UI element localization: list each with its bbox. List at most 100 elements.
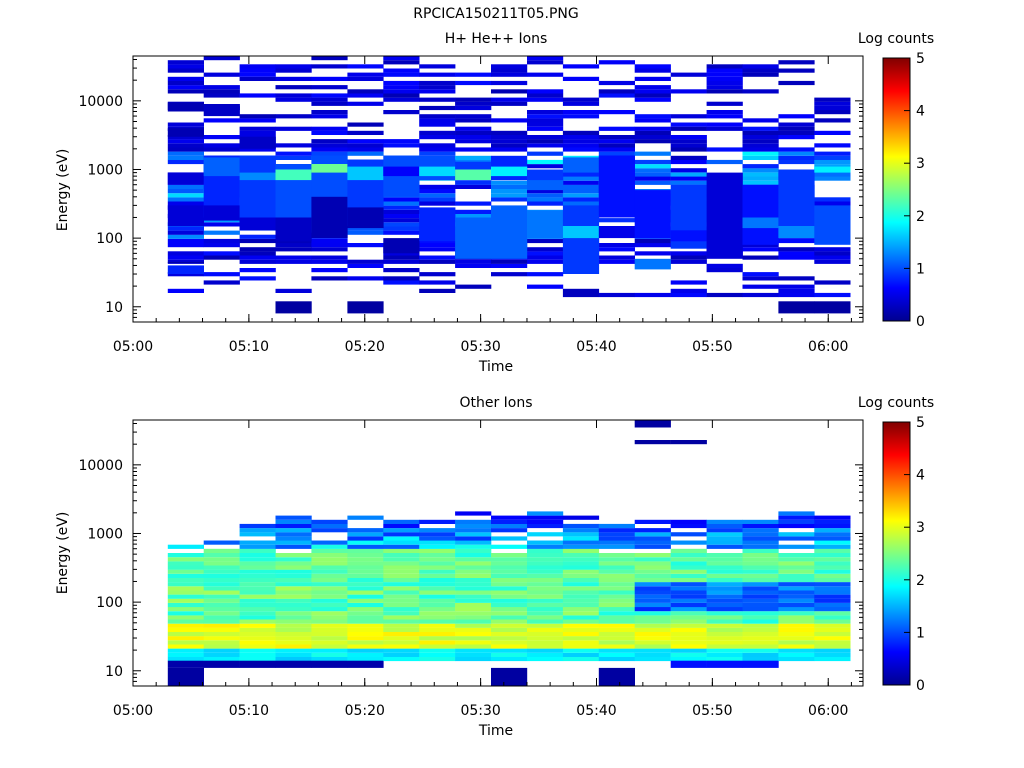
heatmap-cell <box>383 648 420 653</box>
heatmap-cell <box>527 607 564 612</box>
heatmap-cell <box>562 76 600 81</box>
panel-title: H+ He++ Ions <box>445 31 548 47</box>
heatmap-cell <box>239 238 276 244</box>
heatmap-cell <box>670 553 707 558</box>
heatmap-cell <box>491 139 528 144</box>
heatmap-cell <box>527 515 564 520</box>
y-tick-label: 1000 <box>87 162 123 178</box>
panel-h-he-ions: H+ He++ Ions Log counts Time Energy (eV)… <box>55 31 934 375</box>
heatmap-cell <box>634 251 671 256</box>
heatmap-cell <box>706 573 743 578</box>
heatmap-cell <box>203 548 240 553</box>
heatmap-cell <box>383 60 420 65</box>
heatmap-cell <box>455 548 492 553</box>
heatmap-cell <box>598 648 635 653</box>
heatmap-cell <box>814 611 851 616</box>
heatmap-cell <box>419 557 456 562</box>
heatmap-cell <box>491 515 528 520</box>
heatmap-cell <box>634 114 671 119</box>
heatmap-cell <box>167 193 204 198</box>
heatmap-cell <box>275 247 312 252</box>
heatmap-cell <box>742 644 779 649</box>
heatmap-cell <box>455 648 492 653</box>
heatmap-cell <box>311 85 348 90</box>
heatmap-cell <box>347 619 384 624</box>
heatmap-cell <box>203 230 240 235</box>
heatmap-cell <box>419 255 456 260</box>
heatmap-cell <box>455 101 492 106</box>
colorbar-label: Log counts <box>858 31 934 47</box>
heatmap-cell <box>347 632 384 637</box>
heatmap-cell <box>598 218 635 223</box>
heatmap-cell <box>706 627 743 632</box>
heatmap-cell <box>562 197 600 202</box>
heatmap-cell <box>562 582 600 587</box>
heatmap-cell <box>634 64 671 69</box>
heatmap-cell-feature <box>203 205 240 221</box>
heatmap-cell <box>383 548 420 553</box>
heatmap-cell <box>491 627 528 632</box>
heatmap-cell-feature <box>239 136 276 149</box>
heatmap-cell <box>778 276 815 281</box>
heatmap-cell <box>562 101 600 106</box>
heatmap-cell-feature <box>670 440 707 445</box>
heatmap-cell <box>814 540 851 545</box>
heatmap-cell <box>491 197 528 202</box>
heatmap-cell <box>419 607 456 612</box>
heatmap-cell <box>311 243 348 248</box>
heatmap-cell <box>778 607 815 612</box>
heatmap-cell <box>778 623 815 628</box>
heatmap-cell-feature <box>167 102 204 112</box>
heatmap-cell <box>203 557 240 562</box>
heatmap-cell <box>275 577 312 583</box>
heatmap-cell <box>347 648 384 653</box>
heatmap-cell <box>634 89 671 94</box>
heatmap-cell <box>419 573 456 578</box>
heatmap-cell <box>167 644 204 649</box>
heatmap-cell <box>634 561 671 566</box>
heatmap-cell <box>778 615 815 620</box>
heatmap-cell <box>634 68 671 73</box>
heatmap-cell <box>562 288 600 293</box>
heatmap-cell <box>706 122 743 127</box>
heatmap-cell <box>634 159 671 165</box>
heatmap-cell <box>311 130 348 135</box>
heatmap-cell <box>455 540 492 545</box>
heatmap-cell <box>634 519 671 524</box>
heatmap-cells <box>167 420 851 686</box>
heatmap-cell <box>167 565 204 570</box>
heatmap-cell <box>275 660 312 668</box>
colorbar: 0 1 2 3 4 5 <box>882 51 925 330</box>
heatmap-cell <box>167 632 204 637</box>
heatmap-cell-feature <box>167 265 204 274</box>
heatmap-cell <box>527 523 564 529</box>
heatmap-cell <box>706 101 743 106</box>
heatmap-cell <box>383 523 420 529</box>
heatmap-cell <box>527 284 564 289</box>
heatmap-cell <box>167 602 204 608</box>
y-tick-label: 100 <box>96 231 123 247</box>
heatmap-cell <box>347 652 384 657</box>
panel-title: Other Ions <box>459 395 532 411</box>
heatmap-cell <box>275 573 312 578</box>
heatmap-cell <box>311 619 348 624</box>
x-tick-label: 06:00 <box>808 339 848 355</box>
heatmap-cell <box>347 276 384 281</box>
heatmap-cell <box>203 85 240 90</box>
heatmap-cell <box>527 135 564 140</box>
heatmap-cell <box>598 135 635 140</box>
heatmap-cell <box>455 640 492 645</box>
heatmap-cell <box>167 80 204 86</box>
plot-frame <box>132 55 864 323</box>
heatmap-cell-feature <box>562 226 600 239</box>
heatmap-cell <box>598 259 635 264</box>
heatmap-cell <box>634 528 671 533</box>
heatmap-cell <box>598 619 635 624</box>
heatmap-cell <box>419 105 456 111</box>
heatmap-cell <box>455 602 492 608</box>
heatmap-cell <box>527 561 564 566</box>
heatmap-cell <box>167 139 204 144</box>
x-tick-label: 05:10 <box>229 703 269 719</box>
heatmap-cell <box>167 573 204 578</box>
heatmap-cell <box>634 577 671 583</box>
